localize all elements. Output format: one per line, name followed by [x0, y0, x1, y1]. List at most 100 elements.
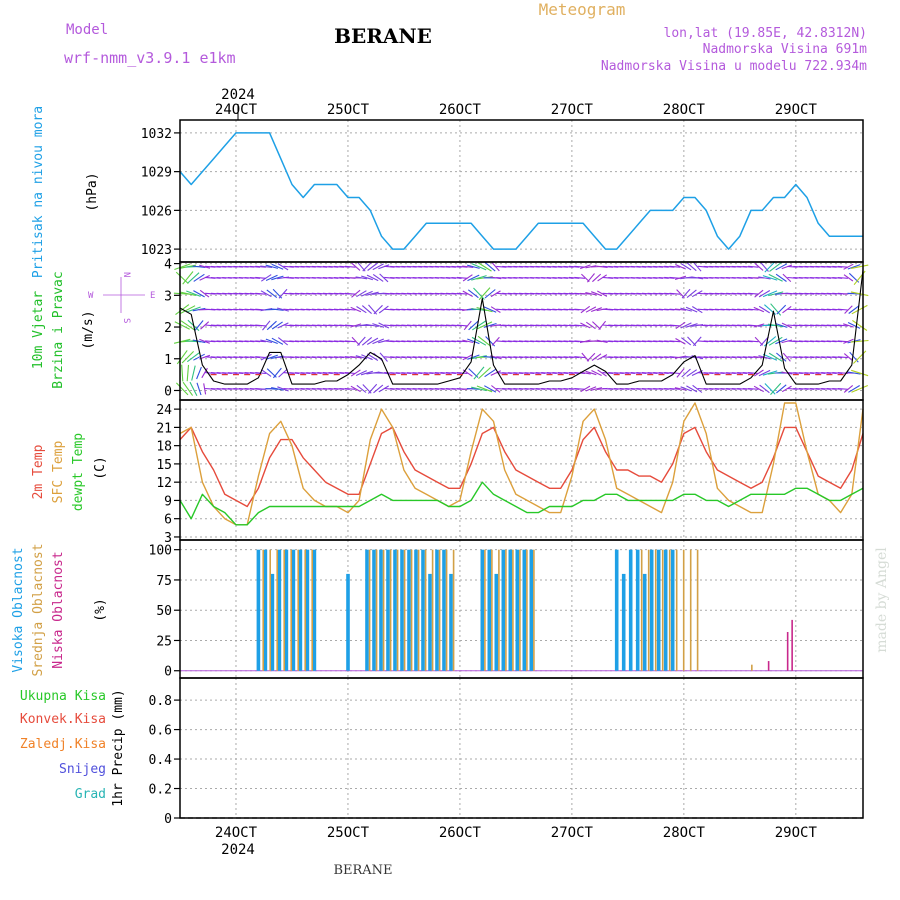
- precip-panel-frame: [179, 677, 864, 819]
- wind-barb: [462, 354, 473, 361]
- wind-barb: [478, 367, 491, 380]
- mid-cloud-bar: [276, 549, 278, 671]
- wind-barb: [277, 263, 289, 271]
- wind-barb: [462, 265, 474, 268]
- wind-barb: [775, 322, 788, 328]
- wind-barb: [764, 383, 776, 395]
- pressure-label: Pritisak na nivou mora: [31, 106, 46, 278]
- high-cloud-bar: [263, 549, 268, 671]
- wind-barb: [468, 320, 479, 331]
- wind-barb: [769, 261, 783, 272]
- precip-legend-hail: Grad: [75, 787, 106, 802]
- y-tick-label: 9: [164, 494, 172, 509]
- y-tick-label: 0: [164, 665, 172, 680]
- cloud-unit: (%): [93, 598, 108, 621]
- wind-barb: [849, 351, 859, 363]
- wind-barb: [372, 323, 385, 328]
- wind-barb: [580, 305, 591, 314]
- wind-barb: [350, 369, 361, 377]
- wind-barb: [837, 387, 848, 390]
- y-tick-label: 3: [164, 531, 172, 546]
- high-cloud-bar: [529, 549, 534, 671]
- wind-barb: [372, 338, 385, 345]
- wind-barb: [686, 385, 698, 393]
- wind-barb: [490, 306, 501, 313]
- wind-barb: [843, 338, 854, 344]
- wind-barb: [680, 307, 692, 312]
- wind-barb: [351, 289, 361, 298]
- wind-barb: [271, 387, 284, 391]
- wind-barb: [260, 353, 272, 361]
- mid-cloud-bar: [640, 549, 643, 671]
- wind-barb: [591, 307, 602, 313]
- wind-barb: [781, 371, 793, 375]
- wind-barb: [837, 340, 848, 343]
- mid-cloud-bar: [696, 549, 699, 671]
- wind-barb: [759, 336, 770, 347]
- wind-barb: [681, 288, 691, 299]
- wind-barb: [843, 384, 854, 393]
- high-cloud-bar: [642, 573, 647, 671]
- wind-barb: [669, 324, 681, 327]
- high-cloud-bar: [407, 549, 411, 671]
- high-cloud-bar: [386, 549, 390, 671]
- wind-barb: [191, 365, 196, 381]
- mid-cloud-bar: [675, 549, 678, 671]
- wind-barb: [680, 322, 692, 329]
- wind-barb: [843, 323, 854, 328]
- high-cloud-bar: [428, 573, 432, 671]
- wind-barb: [182, 381, 194, 396]
- mid-cloud-bar: [410, 549, 413, 671]
- wind-barb: [837, 308, 848, 311]
- mid-cloud-bar: [751, 664, 753, 671]
- model-name: wrf-nmm_v3.9.1 e1km: [64, 49, 236, 67]
- wind-barb: [597, 369, 607, 377]
- mid-cloud-bar: [262, 549, 264, 671]
- wind-barb: [344, 340, 356, 343]
- wind-barb: [179, 291, 196, 296]
- wind-barb: [851, 384, 869, 393]
- high-cloud-bar: [291, 549, 296, 671]
- wind-barb: [467, 274, 480, 282]
- mid-cloud-bar: [526, 549, 528, 671]
- high-cloud-bar: [372, 549, 376, 671]
- low-cloud-bar: [786, 632, 789, 671]
- wind-barb: [775, 338, 788, 345]
- wind-barb: [471, 263, 487, 271]
- high-cloud-label: Visoka Oblacnost: [11, 547, 26, 672]
- wind-barb: [355, 276, 368, 280]
- wind-barb: [781, 385, 792, 393]
- cloud-panel-frame: [179, 539, 864, 679]
- wind-barb: [483, 306, 497, 313]
- data-layer: [173, 132, 869, 672]
- wind-unit: (m/s): [81, 310, 96, 349]
- wind-barb: [192, 307, 206, 312]
- wind-barb: [361, 290, 373, 297]
- high-cloud-bar: [442, 549, 446, 671]
- wind-barb: [277, 307, 289, 312]
- mid-cloud-bar: [512, 549, 514, 671]
- high-cloud-bar: [487, 549, 492, 671]
- wind-barb: [372, 263, 384, 271]
- wind-barb: [837, 324, 848, 327]
- wind-barb: [847, 371, 861, 375]
- wind-barb: [277, 337, 289, 346]
- top-date-label: 28OCT: [663, 102, 706, 118]
- wind-barb: [199, 275, 210, 281]
- wind-barb: [754, 289, 764, 298]
- y-tick-label: 1029: [141, 166, 172, 181]
- wind-barb: [277, 322, 289, 329]
- wind-barb: [477, 335, 492, 347]
- mid-cloud-bar: [668, 549, 671, 671]
- high-cloud-bar: [635, 549, 640, 671]
- wind-barb: [758, 355, 771, 360]
- bottom-date-label: 24OCT: [215, 825, 258, 841]
- wind-barb: [255, 276, 266, 279]
- mid-cloud-bar: [491, 549, 493, 671]
- wind-barb: [596, 265, 608, 268]
- wind-barb: [186, 352, 200, 363]
- wind-barb: [581, 273, 590, 282]
- wind-speed-line: [179, 269, 864, 385]
- wind-barb: [255, 292, 266, 295]
- high-cloud-bar: [421, 549, 425, 671]
